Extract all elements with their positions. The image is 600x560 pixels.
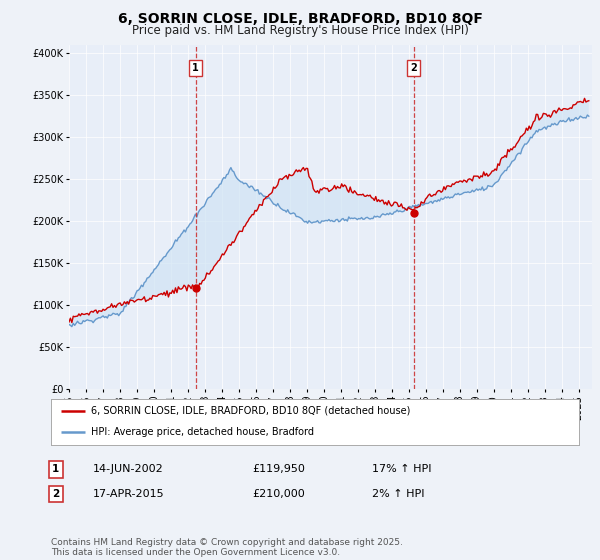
Text: £210,000: £210,000 — [252, 489, 305, 499]
Text: 14-JUN-2002: 14-JUN-2002 — [93, 464, 164, 474]
Text: 1: 1 — [52, 464, 59, 474]
Text: Price paid vs. HM Land Registry's House Price Index (HPI): Price paid vs. HM Land Registry's House … — [131, 24, 469, 36]
Text: 1: 1 — [192, 63, 199, 73]
Text: 17-APR-2015: 17-APR-2015 — [93, 489, 164, 499]
Text: 17% ↑ HPI: 17% ↑ HPI — [372, 464, 431, 474]
Text: HPI: Average price, detached house, Bradford: HPI: Average price, detached house, Brad… — [91, 427, 314, 437]
Text: 2% ↑ HPI: 2% ↑ HPI — [372, 489, 425, 499]
Text: 2: 2 — [410, 63, 417, 73]
Text: 6, SORRIN CLOSE, IDLE, BRADFORD, BD10 8QF (detached house): 6, SORRIN CLOSE, IDLE, BRADFORD, BD10 8Q… — [91, 406, 410, 416]
Text: £119,950: £119,950 — [252, 464, 305, 474]
Text: 6, SORRIN CLOSE, IDLE, BRADFORD, BD10 8QF: 6, SORRIN CLOSE, IDLE, BRADFORD, BD10 8Q… — [118, 12, 482, 26]
Text: Contains HM Land Registry data © Crown copyright and database right 2025.
This d: Contains HM Land Registry data © Crown c… — [51, 538, 403, 557]
Text: 2: 2 — [52, 489, 59, 499]
